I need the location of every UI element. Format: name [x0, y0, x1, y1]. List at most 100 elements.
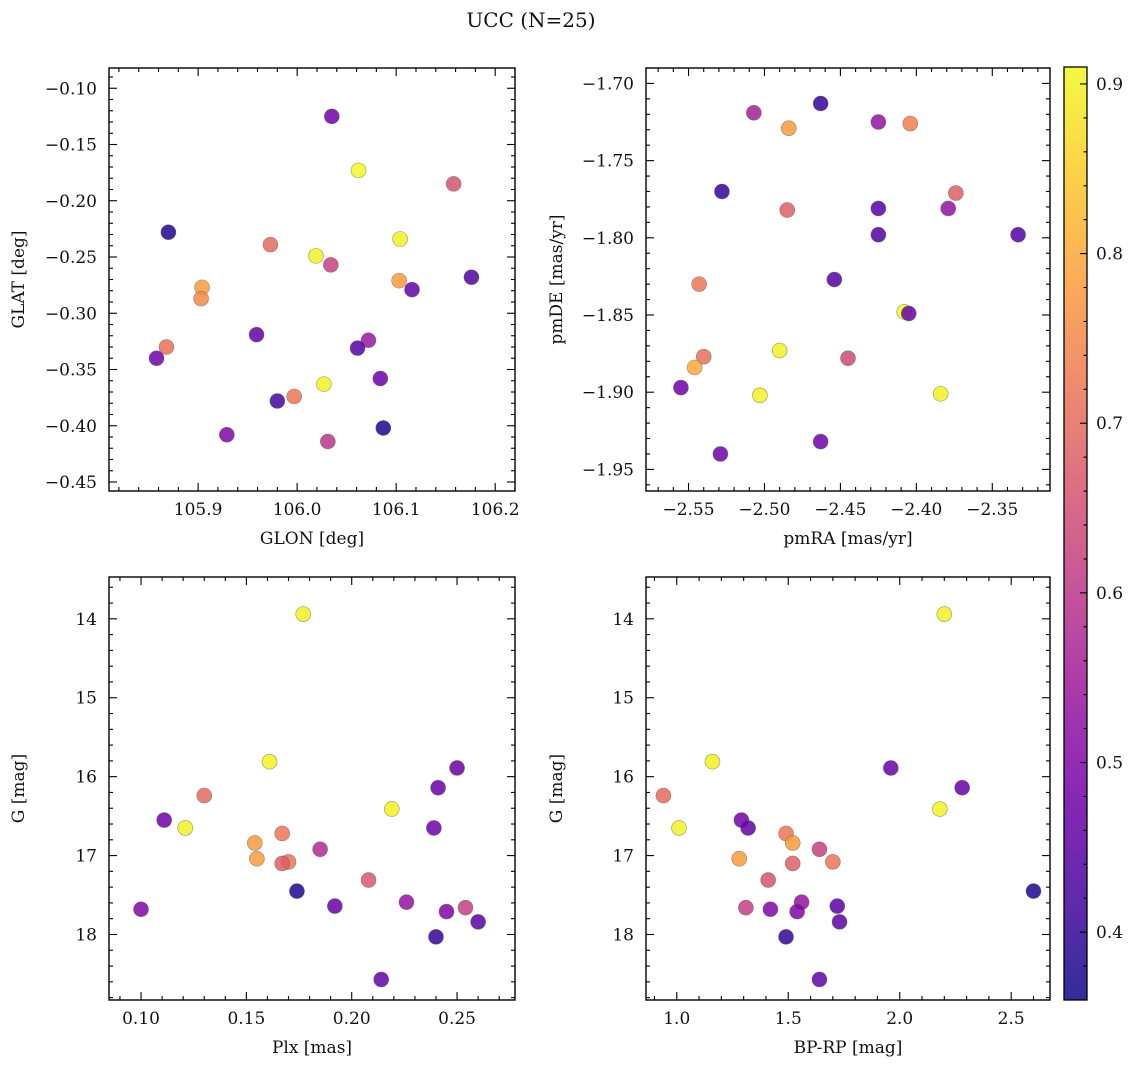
- y-tick-label: −0.45: [45, 473, 97, 493]
- x-axis-label: BP-RP [mag]: [794, 1038, 903, 1058]
- x-tick-label: 1.5: [775, 1009, 802, 1029]
- colorbar-frame: [1063, 66, 1088, 1001]
- y-tick-label: 18: [75, 925, 97, 945]
- scatter-point: [771, 342, 788, 359]
- colorbar-tick-label: 0.8: [1096, 245, 1123, 265]
- scatter-point: [954, 779, 970, 796]
- figure-title: UCC (N=25): [466, 8, 595, 32]
- scatter-point: [383, 801, 400, 817]
- colorbar-tick-label: 0.6: [1096, 584, 1123, 604]
- y-tick-label: −1.95: [582, 460, 634, 480]
- x-tick-label: −2.55: [662, 500, 714, 520]
- scatter-point: [323, 257, 339, 273]
- scatter-point: [932, 801, 948, 817]
- colorbar-tick-label: 0.5: [1096, 754, 1123, 774]
- x-tick-label: 2.0: [886, 1009, 913, 1029]
- colorbar-tick-label: 0.7: [1096, 414, 1123, 434]
- scatter-point: [695, 348, 712, 365]
- x-tick-label: 0.15: [227, 1009, 265, 1029]
- scatter-point: [762, 901, 779, 918]
- scatter-point: [936, 606, 953, 622]
- panel-3: 0.10 0.15 0.20 0.25 14 15 16 17 18 Plx [mas] G [ma…: [9, 576, 516, 1058]
- y-axis-label: G [mag]: [547, 754, 567, 823]
- x-tick-label: 0.25: [438, 1009, 476, 1029]
- scatter-point: [902, 115, 919, 132]
- y-tick-label: −0.35: [45, 361, 97, 381]
- colorbar-tick-label: 0.9: [1096, 75, 1123, 95]
- scatter-point: [778, 929, 794, 945]
- scatter-point: [289, 883, 305, 899]
- y-tick-label: 16: [75, 768, 97, 788]
- scatter-point: [274, 825, 290, 842]
- y-tick-label: −0.40: [45, 417, 97, 437]
- scatter-point: [349, 340, 366, 356]
- scatter-point: [177, 820, 194, 836]
- scatter-point: [404, 281, 420, 298]
- scatter-point: [463, 269, 480, 286]
- x-axis-label: pmRA [mas/yr]: [783, 529, 912, 549]
- scatter-point: [286, 388, 302, 405]
- scatter-point: [760, 872, 776, 888]
- panel-3-ticks: [109, 577, 515, 1000]
- panel-4-ticks: [646, 577, 1050, 1000]
- scatter-point: [812, 433, 829, 450]
- x-tick-label: −2.50: [738, 500, 790, 520]
- scatter-point: [829, 898, 846, 914]
- scatter-point: [714, 183, 730, 200]
- scatter-point: [870, 200, 887, 217]
- scatter-point: [712, 446, 729, 462]
- scatter-point: [360, 332, 377, 349]
- y-tick-label: −0.30: [45, 304, 97, 324]
- scatter-point: [373, 971, 390, 988]
- panel-frame: [645, 576, 1051, 1001]
- scatter-point: [883, 760, 899, 776]
- scatter-point: [426, 820, 442, 836]
- scatter-point: [360, 872, 377, 888]
- x-tick-label: −2.40: [890, 500, 942, 520]
- scatter-point: [133, 901, 149, 918]
- scatter-point: [457, 899, 474, 916]
- y-tick-label: −0.20: [45, 192, 97, 212]
- scatter-point: [350, 162, 367, 179]
- scatter-point: [784, 835, 801, 851]
- scatter-point: [372, 370, 389, 387]
- y-tick-label: 16: [612, 768, 634, 788]
- scatter-point: [831, 914, 848, 930]
- x-tick-label: −2.35: [966, 500, 1018, 520]
- y-tick-label: 17: [75, 847, 97, 867]
- scatter-point: [327, 898, 343, 914]
- y-tick-label: −1.80: [582, 229, 634, 249]
- scatter-point: [948, 185, 964, 201]
- scatter-point: [261, 753, 278, 770]
- scatter-point: [870, 114, 887, 130]
- panel-2: −2.55 −2.50 −2.45 −2.40 −2.35 −1.70 −1.75 −1.80…: [547, 67, 1051, 549]
- panel-frame: [108, 576, 516, 1001]
- scatter-point: [704, 753, 721, 770]
- scatter-point: [686, 359, 703, 376]
- x-tick-label: 0.20: [333, 1009, 371, 1029]
- scatter-point: [840, 350, 856, 367]
- colorbar-gradient: [1064, 67, 1087, 1000]
- scatter-point: [308, 248, 324, 264]
- scatter-point: [812, 95, 829, 112]
- scatter-point: [691, 276, 707, 292]
- x-axis-label: Plx [mas]: [272, 1038, 352, 1058]
- y-tick-label: −0.15: [45, 136, 97, 156]
- x-tick-label: 106.0: [273, 500, 322, 520]
- panel-1: 105.9 106.0 106.1 106.2 −0.10 −0.15 −0.20 −0.25…: [9, 67, 520, 549]
- scatter-point: [430, 779, 446, 796]
- y-tick-label: −1.75: [582, 152, 634, 172]
- scatter-point: [655, 787, 672, 804]
- y-tick-label: 14: [612, 610, 634, 630]
- scatter-point: [731, 850, 747, 867]
- x-tick-label: 105.9: [174, 500, 223, 520]
- scatter-point: [784, 855, 801, 872]
- panel-1-ticks: [109, 68, 516, 491]
- panel-2-ticks: [646, 67, 1050, 491]
- scatter-point: [196, 787, 213, 804]
- x-tick-label: 106.2: [471, 500, 520, 520]
- scatter-point: [826, 271, 843, 288]
- scatter-point: [1025, 883, 1042, 899]
- x-tick-label: 0.10: [122, 1009, 160, 1029]
- scatter-point: [752, 387, 768, 404]
